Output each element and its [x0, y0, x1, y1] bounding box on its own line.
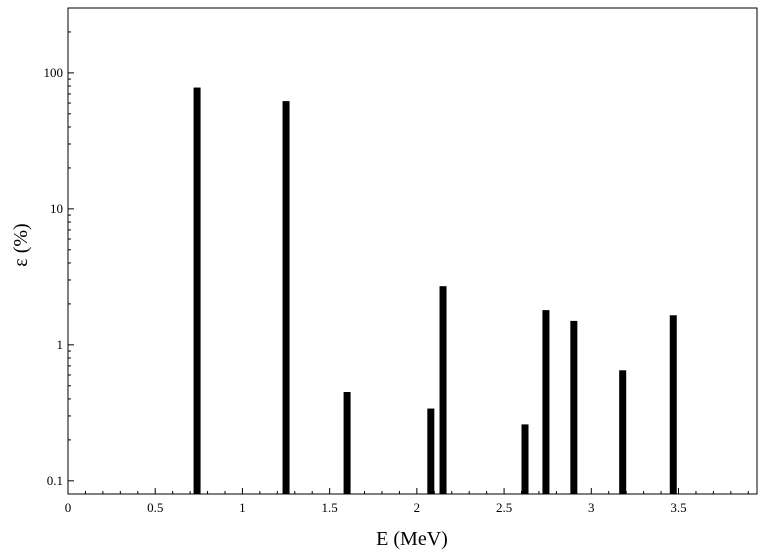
x-tick-label: 2.5 [496, 500, 512, 515]
x-axis-label: E (MeV) [376, 528, 448, 550]
bar [570, 320, 578, 494]
y-axis-label: ε (%) [10, 223, 32, 266]
bars [193, 87, 677, 495]
bar [619, 370, 627, 494]
x-tick-label: 3.5 [670, 500, 686, 515]
y-axis-ticks: 0.1 1 10 100 [44, 65, 74, 488]
bar [669, 315, 677, 494]
x-tick-label: 2 [414, 500, 421, 515]
bar [282, 101, 290, 495]
bar [343, 391, 351, 494]
bar [542, 310, 550, 494]
x-tick-label: 0.5 [147, 500, 163, 515]
y-tick-label: 0.1 [47, 473, 63, 488]
x-tick-label: 1 [239, 500, 246, 515]
x-axis-ticks: 0 0.5 1 1.5 2 2.5 3 3.5 [65, 488, 687, 515]
bar [193, 87, 201, 494]
bar [427, 408, 435, 494]
bar [521, 424, 529, 494]
x-tick-label: 1.5 [322, 500, 338, 515]
x-tick-label: 3 [588, 500, 595, 515]
y-tick-label: 100 [44, 65, 64, 80]
y-tick-label: 10 [50, 201, 63, 216]
x-tick-label: 0 [65, 500, 72, 515]
y-tick-label: 1 [57, 337, 64, 352]
bar [439, 286, 447, 494]
plot-frame [67, 7, 758, 495]
minor-ticks [68, 7, 749, 494]
